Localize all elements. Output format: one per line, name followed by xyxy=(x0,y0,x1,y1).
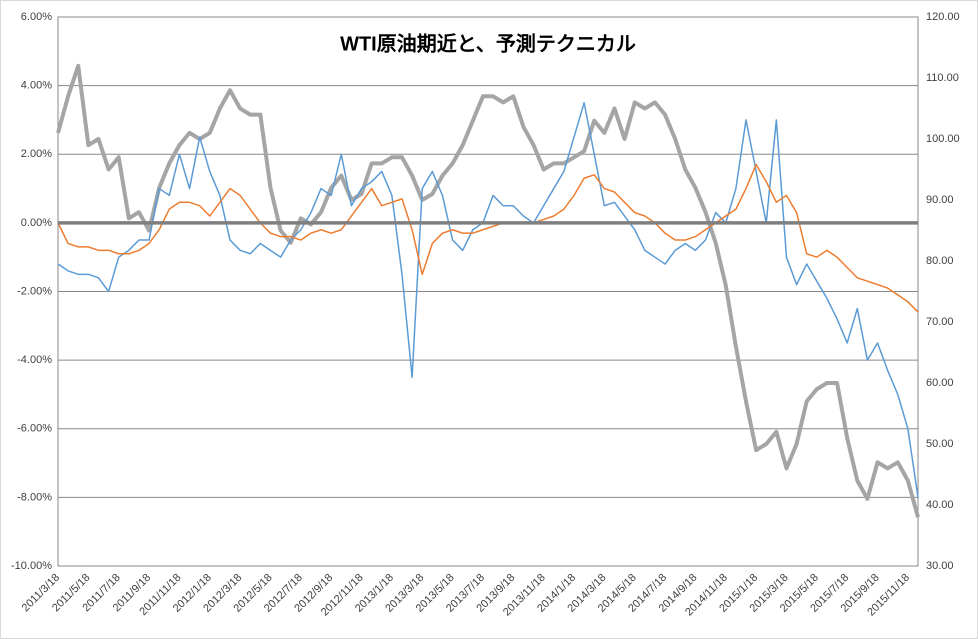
y2-tick-label: 60.00 xyxy=(926,377,954,389)
y2-tick-label: 50.00 xyxy=(926,438,954,450)
y-tick-label: 0.00% xyxy=(21,217,52,229)
y-tick-label: -10.00% xyxy=(11,560,52,572)
y2-tick-label: 120.00 xyxy=(926,11,960,23)
y-tick-label: -4.00% xyxy=(17,354,52,366)
y-tick-label: 4.00% xyxy=(21,80,52,92)
y2-tick-label: 80.00 xyxy=(926,255,954,267)
y2-tick-label: 70.00 xyxy=(926,316,954,328)
y-tick-label: 2.00% xyxy=(21,148,52,160)
y2-tick-label: 100.00 xyxy=(926,133,960,145)
y-tick-label: 6.00% xyxy=(21,11,52,23)
y-tick-label: -2.00% xyxy=(17,285,52,297)
y-tick-label: -6.00% xyxy=(17,423,52,435)
y2-tick-label: 110.00 xyxy=(926,72,959,84)
y2-tick-label: 40.00 xyxy=(926,499,954,511)
series-line xyxy=(57,163,919,313)
y2-tick-label: 90.00 xyxy=(926,194,954,206)
y-tick-label: -8.00% xyxy=(17,491,52,503)
series-line xyxy=(57,102,919,498)
chart-title: WTI原油期近と、予測テクニカル xyxy=(340,31,636,55)
series-line xyxy=(56,63,920,518)
y2-tick-label: 30.00 xyxy=(926,560,954,572)
